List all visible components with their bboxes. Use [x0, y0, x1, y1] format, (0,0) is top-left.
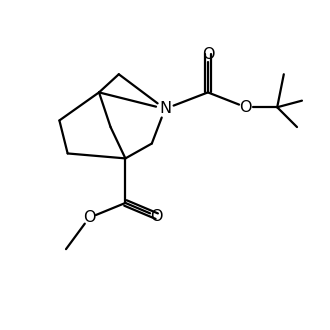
- Text: O: O: [150, 209, 163, 224]
- Text: O: O: [240, 100, 252, 115]
- Text: O: O: [83, 210, 95, 225]
- Text: O: O: [202, 47, 214, 62]
- Text: N: N: [159, 101, 171, 116]
